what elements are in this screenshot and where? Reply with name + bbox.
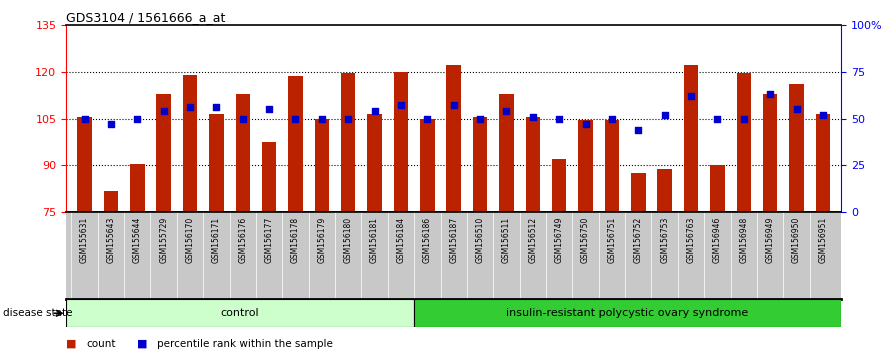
Text: percentile rank within the sample: percentile rank within the sample (157, 339, 333, 349)
Point (341, 116, 355, 121)
Point (288, 116, 302, 121)
Text: GSM156763: GSM156763 (686, 217, 695, 263)
Text: GSM156171: GSM156171 (212, 217, 221, 263)
Text: GSM156179: GSM156179 (317, 217, 326, 263)
Bar (500, 93, 514, 212)
Point (579, 121, 593, 127)
Bar (526, 117, 540, 212)
Bar (657, 169, 672, 212)
Text: GSM156753: GSM156753 (660, 217, 670, 263)
Bar (737, 73, 751, 212)
Text: GSM156178: GSM156178 (291, 217, 300, 263)
Bar (209, 114, 224, 212)
Point (394, 103, 408, 108)
Point (657, 112, 671, 118)
Point (816, 112, 830, 118)
Bar (789, 84, 803, 212)
Point (210, 104, 224, 110)
Bar (816, 114, 830, 212)
Point (710, 116, 724, 121)
Text: GSM156951: GSM156951 (818, 217, 827, 263)
Bar (235, 93, 250, 212)
Bar (78, 117, 92, 212)
Point (737, 116, 751, 121)
Text: GSM156170: GSM156170 (186, 217, 195, 263)
Bar (552, 159, 566, 212)
Bar (157, 93, 171, 212)
Text: control: control (220, 308, 259, 318)
Text: GSM156187: GSM156187 (449, 217, 458, 263)
Bar (315, 119, 329, 212)
Text: disease state: disease state (3, 308, 72, 318)
Bar (341, 73, 356, 212)
Text: ■: ■ (66, 339, 77, 349)
Point (447, 103, 461, 108)
Text: GSM156949: GSM156949 (766, 217, 774, 263)
Text: GSM156948: GSM156948 (739, 217, 748, 263)
Point (763, 91, 777, 97)
Text: ■: ■ (137, 339, 147, 349)
Text: GSM156950: GSM156950 (792, 217, 801, 263)
Point (684, 93, 698, 99)
Bar (578, 120, 593, 212)
Text: GSM156186: GSM156186 (423, 217, 432, 263)
Bar (420, 119, 434, 212)
Text: GSM156510: GSM156510 (476, 217, 485, 263)
Text: GSM156511: GSM156511 (502, 217, 511, 263)
Bar (288, 76, 303, 212)
Point (367, 108, 381, 114)
Point (526, 114, 540, 120)
FancyBboxPatch shape (413, 299, 841, 327)
Bar (130, 164, 144, 212)
Point (157, 108, 171, 114)
Point (420, 116, 434, 121)
Bar (104, 190, 118, 212)
Point (789, 106, 803, 112)
Point (473, 116, 487, 121)
Bar (394, 72, 408, 212)
Bar (367, 114, 381, 212)
Bar (710, 165, 725, 212)
Bar (604, 120, 619, 212)
Bar (182, 75, 197, 212)
Bar (473, 117, 487, 212)
Bar (262, 142, 277, 212)
Text: GSM156176: GSM156176 (238, 217, 248, 263)
Text: GSM156184: GSM156184 (396, 217, 405, 263)
Text: GDS3104 / 1561666_a_at: GDS3104 / 1561666_a_at (66, 11, 226, 24)
Text: GSM155729: GSM155729 (159, 217, 168, 263)
Point (632, 127, 646, 133)
Bar (684, 65, 699, 212)
Point (500, 108, 514, 114)
Point (262, 106, 276, 112)
Point (104, 121, 118, 127)
Point (605, 116, 619, 121)
Bar (763, 93, 777, 212)
Text: GSM156946: GSM156946 (713, 217, 722, 263)
Text: insulin-resistant polycystic ovary syndrome: insulin-resistant polycystic ovary syndr… (507, 308, 749, 318)
Text: GSM156750: GSM156750 (581, 217, 590, 263)
Text: GSM156512: GSM156512 (529, 217, 537, 263)
Point (130, 116, 144, 121)
Text: count: count (86, 339, 115, 349)
Point (315, 116, 329, 121)
Bar (631, 173, 646, 212)
Point (78, 116, 92, 121)
Text: GSM156181: GSM156181 (370, 217, 379, 263)
Text: GSM155631: GSM155631 (80, 217, 89, 263)
Point (236, 116, 250, 121)
Text: GSM156177: GSM156177 (264, 217, 274, 263)
Point (183, 104, 197, 110)
Bar (447, 65, 461, 212)
Point (552, 116, 566, 121)
Text: GSM156749: GSM156749 (555, 217, 564, 263)
Text: GSM155643: GSM155643 (107, 217, 115, 263)
Text: GSM156752: GSM156752 (633, 217, 643, 263)
FancyBboxPatch shape (66, 299, 413, 327)
Text: GSM155644: GSM155644 (133, 217, 142, 263)
Text: GSM156751: GSM156751 (607, 217, 617, 263)
Text: GSM156180: GSM156180 (344, 217, 352, 263)
